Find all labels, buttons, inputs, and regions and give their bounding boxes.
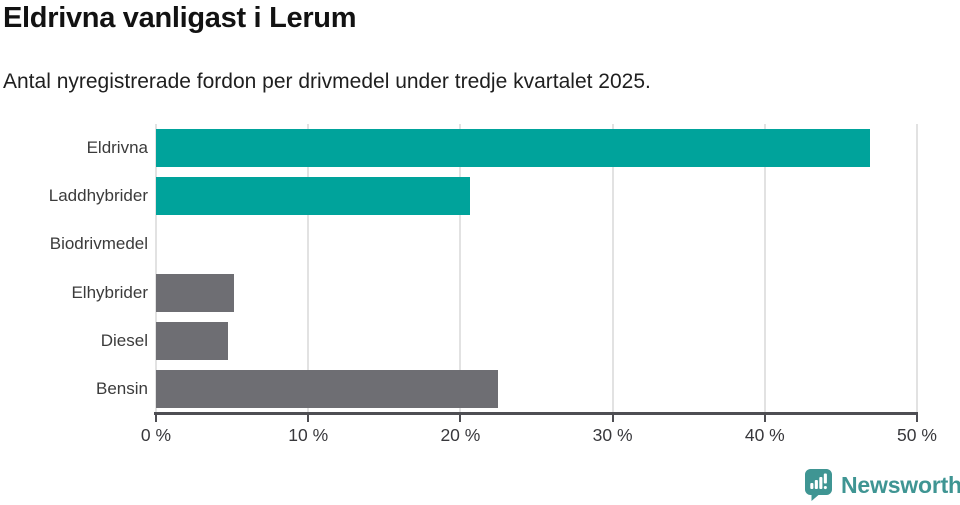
gridline [307,124,310,413]
category-label: Diesel [100,330,148,350]
bar-rows: Eldrivna Laddhybrider Biodrivmedel Elhybrid… [0,124,917,413]
chart-subtitle: Antal nyregistrerade fordon per drivmede… [3,70,651,93]
category-label: Laddhybrider [48,186,148,206]
category-label: Biodrivmedel [49,234,148,254]
bar-track [156,172,917,220]
x-tick-mark [459,415,462,422]
bar-track [156,365,917,413]
bar-row: Bensin [0,365,917,413]
gridline [459,124,462,413]
gridline [763,124,766,413]
category-label: Eldrivna [86,138,148,158]
x-tick-label: 40 % [744,425,785,445]
brand-logo: Newsworthy [805,469,960,501]
bar-row: Elhybrider [0,269,917,317]
bar-row: Laddhybrider [0,172,917,220]
bar-row: Eldrivna [0,124,917,172]
bar-track [156,317,917,365]
bar [156,129,870,168]
gridline [916,124,918,413]
gridline [155,124,157,413]
x-tick-mark [763,415,766,422]
bar-row: Biodrivmedel [0,220,917,268]
bar [156,177,470,216]
chart-title: Eldrivna vanligast i Lerum [3,2,357,34]
gridline [611,124,614,413]
x-tick-label: 50 % [897,425,937,445]
x-axis-line [154,412,918,415]
x-tick-label: 0 % [140,425,172,445]
bar-track [156,269,917,317]
bar [156,273,234,312]
x-tick-mark [611,415,614,422]
x-tick-label: 20 % [440,425,481,445]
brand-name: Newsworthy [841,471,960,498]
x-axis-tick-labels: 0 % 10 % 20 % 30 % 40 % 50 % [141,425,937,449]
x-tick-label: 30 % [592,425,633,445]
newsworthy-logo-icon [805,469,832,501]
bar-track [156,124,917,172]
x-tick-mark [155,415,157,422]
bar-row: Diesel [0,317,917,365]
x-axis-ticks [155,415,918,423]
gridlines [155,124,918,413]
x-tick-mark [307,415,310,422]
bar-track [156,220,917,268]
category-label: Elhybrider [71,282,148,302]
bar [156,369,499,408]
x-tick-mark [916,415,918,422]
bar [156,321,228,360]
x-tick-label: 10 % [288,425,329,445]
category-label: Bensin [96,378,148,398]
